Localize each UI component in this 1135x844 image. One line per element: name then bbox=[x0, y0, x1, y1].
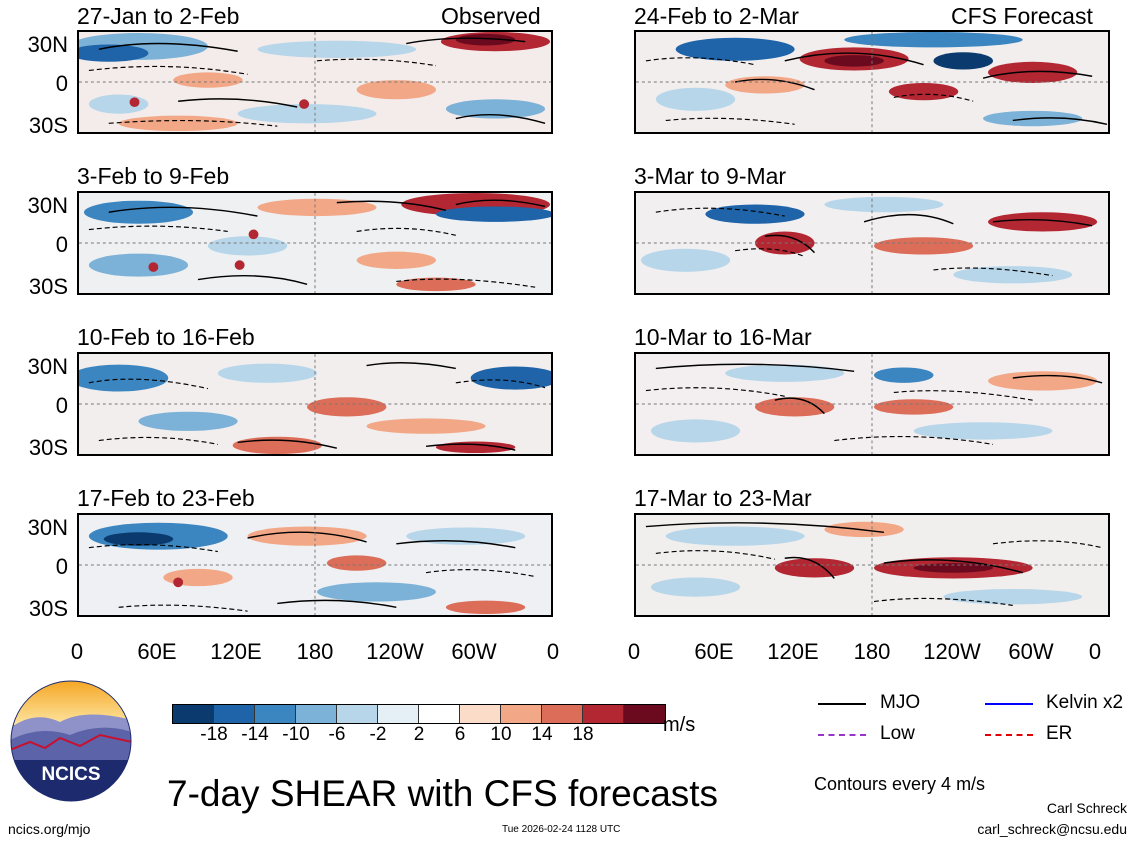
lat-label-eq: 0 bbox=[55, 393, 68, 418]
lon-label: 0 bbox=[546, 639, 560, 664]
lat-label-30s: 30S bbox=[28, 113, 68, 138]
shear-field bbox=[79, 515, 551, 615]
legend-low-label: Low bbox=[880, 723, 915, 744]
lon-label: 120W bbox=[366, 639, 424, 664]
shear-field bbox=[79, 32, 551, 132]
colorbar-swatch bbox=[460, 705, 501, 723]
lon-label: 60E bbox=[137, 639, 177, 664]
colorbar-tick: 10 bbox=[490, 724, 512, 745]
lon-label: 180 bbox=[853, 639, 891, 664]
panel-title-fcst-1: 24-Feb to 2-Mar bbox=[634, 3, 799, 29]
colorbar bbox=[172, 704, 666, 724]
lat-label-30n: 30N bbox=[27, 32, 68, 57]
colorbar-tick: -6 bbox=[328, 724, 346, 745]
colorbar-tick: 2 bbox=[413, 724, 425, 745]
colorbar-swatch bbox=[378, 705, 419, 723]
legend-er-line bbox=[985, 734, 1033, 736]
legend-kelvin-label: Kelvin x2 bbox=[1046, 692, 1124, 713]
map-panel-observed-1 bbox=[77, 30, 553, 134]
panel-title-obs-1: 27-Jan to 2-Feb bbox=[77, 3, 240, 29]
ncics-logo: NCICS bbox=[10, 680, 132, 802]
shear-field bbox=[636, 193, 1108, 293]
lon-label: 180 bbox=[296, 639, 334, 664]
lat-label-30n: 30N bbox=[27, 354, 68, 379]
main-title: 7-day SHEAR with CFS forecasts bbox=[167, 773, 719, 814]
cfs-forecast-label: CFS Forecast bbox=[951, 3, 1093, 29]
panel-title-obs-3: 10-Feb to 16-Feb bbox=[77, 324, 255, 350]
map-panel-observed-3 bbox=[77, 352, 553, 456]
footer-author: Carl Schreck bbox=[1046, 800, 1127, 816]
colorbar-tick: 18 bbox=[572, 724, 594, 745]
shear-field bbox=[636, 354, 1108, 454]
lon-label: 120W bbox=[923, 639, 981, 664]
colorbar-tick: 6 bbox=[454, 724, 466, 745]
colorbar-swatch bbox=[214, 705, 255, 723]
lon-label: 120E bbox=[767, 639, 819, 664]
lat-label-30s: 30S bbox=[28, 596, 68, 621]
lon-label: 0 bbox=[627, 639, 641, 664]
colorbar-swatch bbox=[501, 705, 542, 723]
observed-label: Observed bbox=[441, 3, 541, 29]
lat-label-eq: 0 bbox=[55, 71, 68, 96]
legend-low-line bbox=[818, 734, 866, 736]
map-panel-forecast-3 bbox=[634, 352, 1110, 456]
lat-label-eq: 0 bbox=[55, 232, 68, 257]
legend-kelvin-line bbox=[985, 703, 1033, 705]
colorbar-swatch bbox=[624, 705, 665, 723]
lon-label: 60W bbox=[1008, 639, 1054, 664]
lon-label: 0 bbox=[1088, 639, 1102, 664]
lat-label-30n: 30N bbox=[27, 193, 68, 218]
map-panel-forecast-2 bbox=[634, 191, 1110, 295]
colorbar-swatch bbox=[337, 705, 378, 723]
panel-title-obs-2: 3-Feb to 9-Feb bbox=[77, 163, 230, 189]
colorbar-swatch bbox=[296, 705, 337, 723]
shear-field bbox=[79, 354, 551, 454]
lon-label: 120E bbox=[210, 639, 262, 664]
legend-mjo-line bbox=[818, 703, 866, 705]
lon-label: 60W bbox=[451, 639, 497, 664]
map-panel-forecast-1 bbox=[634, 30, 1110, 134]
map-panel-forecast-4 bbox=[634, 513, 1110, 617]
panel-title-fcst-4: 17-Mar to 23-Mar bbox=[634, 485, 812, 511]
lon-label: 60E bbox=[694, 639, 734, 664]
map-panel-observed-2 bbox=[77, 191, 553, 295]
lon-label: 0 bbox=[70, 639, 84, 664]
colorbar-tick: -10 bbox=[282, 724, 310, 745]
footer-timestamp: Tue 2026-02-24 1128 UTC bbox=[502, 824, 621, 835]
colorbar-tick: -2 bbox=[369, 724, 387, 745]
legend-er-label: ER bbox=[1046, 723, 1073, 744]
lat-label-30s: 30S bbox=[28, 274, 68, 299]
colorbar-swatch bbox=[173, 705, 214, 723]
legend-mjo-label: MJO bbox=[880, 692, 921, 713]
panel-title-fcst-2: 3-Mar to 9-Mar bbox=[634, 163, 787, 189]
lat-label-30s: 30S bbox=[28, 435, 68, 460]
panel-title-obs-4: 17-Feb to 23-Feb bbox=[77, 485, 255, 511]
colorbar-tick: -14 bbox=[241, 724, 269, 745]
colorbar-swatch bbox=[542, 705, 583, 723]
colorbar-units: m/s bbox=[663, 714, 696, 736]
colorbar-swatch bbox=[583, 705, 624, 723]
footer-url[interactable]: ncics.org/mjo bbox=[8, 821, 91, 837]
shear-field bbox=[79, 193, 551, 293]
contour-note: Contours every 4 m/s bbox=[814, 774, 986, 794]
colorbar-swatch bbox=[419, 705, 460, 723]
colorbar-tick: -18 bbox=[200, 724, 228, 745]
map-panel-observed-4 bbox=[77, 513, 553, 617]
shear-field bbox=[636, 32, 1108, 132]
lat-label-30n: 30N bbox=[27, 515, 68, 540]
colorbar-swatch bbox=[255, 705, 296, 723]
logo-text: NCICS bbox=[41, 764, 101, 785]
footer-email[interactable]: carl_schreck@ncsu.edu bbox=[977, 821, 1127, 837]
colorbar-tick: 14 bbox=[531, 724, 553, 745]
shear-field bbox=[636, 515, 1108, 615]
lat-label-eq: 0 bbox=[55, 554, 68, 579]
panel-title-fcst-3: 10-Mar to 16-Mar bbox=[634, 324, 812, 350]
